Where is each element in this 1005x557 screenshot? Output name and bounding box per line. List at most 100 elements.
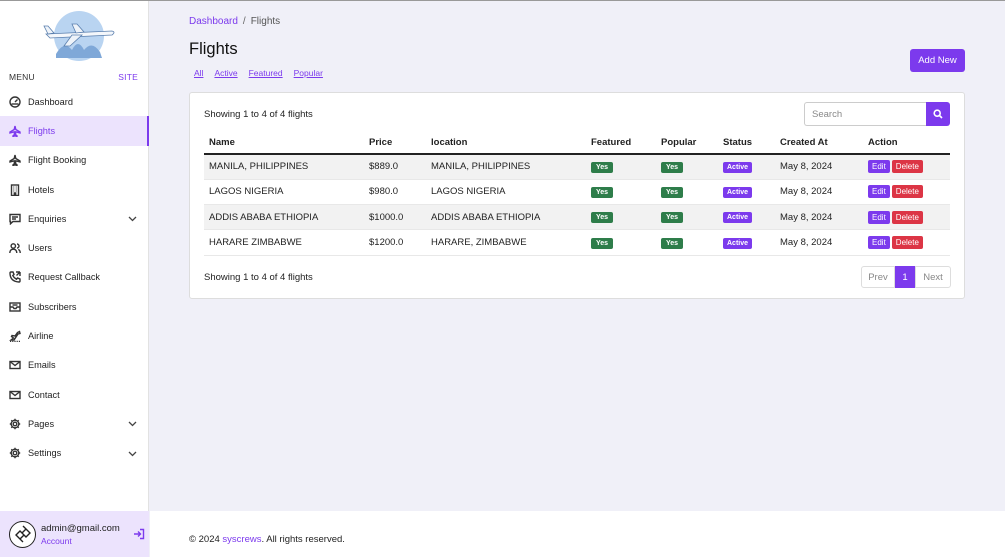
popular-badge: Yes	[661, 186, 684, 198]
featured-cell: Yes	[586, 179, 656, 206]
chevron-down-icon[interactable]	[128, 449, 137, 458]
sidebar-item-label: Users	[28, 243, 52, 254]
featured-badge: Yes	[591, 161, 614, 173]
col-created-header[interactable]: Created At	[775, 132, 863, 155]
sidebar: MENU SITE Dashboard Flights Flight Booki…	[0, 1, 149, 557]
filter-active-link[interactable]: Active	[214, 68, 238, 78]
col-name-header[interactable]: Name	[204, 132, 364, 155]
chevron-down-icon[interactable]	[128, 214, 137, 223]
featured-cell: Yes	[586, 229, 656, 256]
popular-badge: Yes	[661, 212, 684, 224]
sidebar-item-subscribers[interactable]: Subscribers	[0, 292, 149, 321]
col-location-header[interactable]: location	[426, 132, 586, 155]
phone-icon	[9, 271, 21, 284]
add-new-button[interactable]: Add New	[910, 49, 965, 72]
gear-icon	[9, 418, 21, 430]
filter-featured-link[interactable]: Featured	[248, 68, 283, 78]
flight-price: $1200.0	[364, 229, 426, 256]
syscrews-link[interactable]: syscrews	[222, 534, 262, 545]
search-icon	[933, 109, 943, 119]
sidebar-item-pages[interactable]: Pages	[0, 409, 149, 438]
flight-price: $980.0	[364, 179, 426, 206]
delete-button[interactable]: Delete	[891, 210, 923, 224]
table-header-row: Name Price location Featured Popular Sta…	[204, 132, 950, 155]
flight-location: ADDIS ABABA ETHIOPIA	[426, 204, 586, 231]
menu-header: MENU SITE	[9, 72, 138, 84]
search-box	[804, 102, 950, 126]
col-action-header: Action	[863, 132, 950, 155]
delete-button[interactable]: Delete	[891, 160, 923, 174]
current-page-button[interactable]: 1	[895, 266, 915, 288]
sidebar-item-label: Enquiries	[28, 213, 67, 224]
sidebar-item-label: Dashboard	[28, 96, 73, 107]
status-badge: Active	[723, 237, 753, 249]
popular-badge: Yes	[661, 237, 684, 249]
filter-all-link[interactable]: All	[194, 68, 204, 78]
sidebar-item-label: Hotels	[28, 184, 55, 195]
sidebar-item-airline[interactable]: Airline	[0, 321, 149, 350]
account-email: admin@gmail.com	[41, 522, 120, 534]
featured-cell: Yes	[586, 154, 656, 180]
filter-popular-link[interactable]: Popular	[293, 68, 323, 78]
popular-cell: Yes	[656, 229, 718, 256]
table-row: MANILA, PHILIPPINES $889.0 MANILA, PHILI…	[204, 154, 950, 180]
edit-button[interactable]: Edit	[868, 160, 890, 174]
site-link[interactable]: SITE	[118, 72, 138, 82]
sidebar-item-flights[interactable]: Flights	[0, 116, 149, 146]
col-featured-header[interactable]: Featured	[586, 132, 656, 155]
status-badge: Active	[723, 212, 753, 224]
sidebar-item-emails[interactable]: Emails	[0, 351, 149, 380]
prev-page-button[interactable]: Prev	[861, 266, 895, 288]
sidebar-item-hotels[interactable]: Hotels	[0, 175, 149, 204]
footer: © 2024 syscrews. All rights reserved.	[150, 511, 1005, 557]
col-popular-header[interactable]: Popular	[656, 132, 718, 155]
account-role: Account	[41, 535, 72, 546]
message-icon	[9, 213, 21, 225]
sidebar-item-label: Settings	[28, 448, 62, 459]
chevron-down-icon[interactable]	[128, 419, 137, 428]
showing-count-top: Showing 1 to 4 of 4 flights	[204, 109, 313, 120]
copyright-text: © 2024 syscrews. All rights reserved.	[189, 534, 345, 545]
breadcrumb-dashboard-link[interactable]: Dashboard	[189, 16, 238, 27]
delete-button[interactable]: Delete	[891, 185, 923, 199]
status-cell: Active	[718, 229, 775, 256]
featured-badge: Yes	[591, 212, 614, 224]
created-at: May 8, 2024	[775, 204, 863, 231]
account-panel[interactable]: admin@gmail.com Account	[0, 511, 149, 557]
action-cell: Edit Delete	[863, 229, 950, 256]
search-input[interactable]	[804, 102, 926, 126]
popular-cell: Yes	[656, 204, 718, 231]
table-row: HARARE ZIMBABWE $1200.0 HARARE, ZIMBABWE…	[204, 229, 950, 256]
status-cell: Active	[718, 154, 775, 180]
sidebar-item-contact[interactable]: Contact	[0, 380, 149, 409]
breadcrumb-separator: /	[242, 16, 246, 27]
sidebar-item-users[interactable]: Users	[0, 233, 149, 262]
building-icon	[9, 183, 21, 196]
search-button[interactable]	[926, 102, 950, 126]
inbox-icon	[9, 301, 21, 313]
flights-table: Name Price location Featured Popular Sta…	[204, 132, 950, 256]
sidebar-item-request-callback[interactable]: Request Callback	[0, 263, 149, 292]
edit-button[interactable]: Edit	[868, 210, 890, 224]
flight-name: MANILA, PHILIPPINES	[204, 154, 364, 180]
delete-button[interactable]: Delete	[891, 236, 923, 250]
sidebar-item-dashboard[interactable]: Dashboard	[0, 87, 149, 116]
edit-button[interactable]: Edit	[868, 185, 890, 199]
sidebar-item-label: Emails	[28, 360, 56, 371]
logout-icon[interactable]	[133, 528, 145, 540]
sidebar-item-enquiries[interactable]: Enquiries	[0, 204, 149, 233]
flight-price: $889.0	[364, 154, 426, 180]
col-price-header[interactable]: Price	[364, 132, 426, 155]
copyright-suffix: . All rights reserved.	[261, 534, 345, 545]
sidebar-item-settings[interactable]: Settings	[0, 439, 149, 468]
pagination: Prev 1 Next	[861, 266, 951, 288]
sidebar-item-flight-booking[interactable]: Flight Booking	[0, 146, 149, 175]
next-page-button[interactable]: Next	[915, 266, 951, 288]
logo-plane-icon	[42, 10, 116, 62]
created-at: May 8, 2024	[775, 229, 863, 256]
status-cell: Active	[718, 204, 775, 231]
sidebar-item-label: Flight Booking	[28, 155, 87, 166]
edit-button[interactable]: Edit	[868, 236, 890, 250]
col-status-header[interactable]: Status	[718, 132, 775, 155]
flight-location: HARARE, ZIMBABWE	[426, 229, 586, 256]
